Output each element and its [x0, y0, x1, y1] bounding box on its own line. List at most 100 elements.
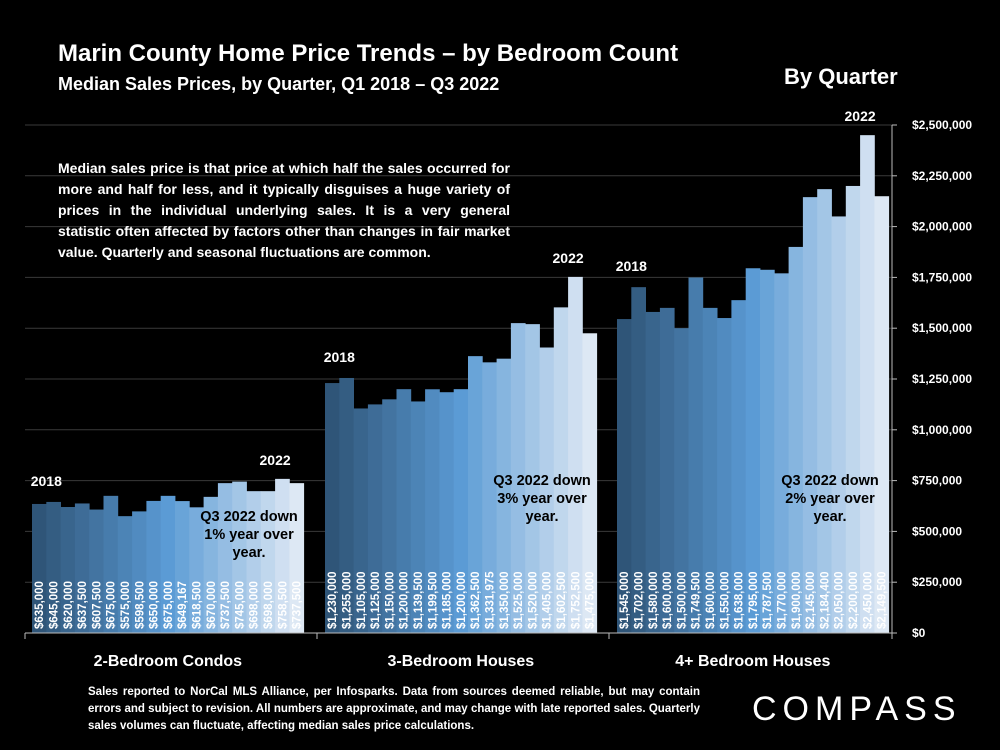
bar: [217, 483, 233, 633]
bar: [275, 478, 290, 633]
bar: [731, 300, 747, 633]
bar-value-label: $1,600,000: [705, 571, 717, 629]
chart-title: Marin County Home Price Trends – by Bedr…: [58, 40, 679, 67]
bar-value-label: $1,362,500: [470, 571, 482, 629]
bar-value-label: $1,520,000: [527, 571, 539, 629]
bar: [553, 307, 569, 633]
bar-value-label: $2,149,500: [877, 571, 889, 629]
chart-subtitle: Median Sales Prices, by Quarter, Q1 2018…: [58, 74, 500, 94]
bar-value-label: $650,000: [149, 581, 161, 629]
bar-value-label: $1,125,000: [370, 571, 382, 629]
bar-value-label: $1,545,000: [619, 571, 631, 629]
bar-value-label: $1,331,975: [484, 571, 496, 629]
bar-value-label: $1,550,000: [719, 571, 731, 629]
bar-value-label: $698,000: [249, 581, 261, 629]
y-tick-label: $500,000: [912, 524, 962, 538]
y-tick-label: $1,000,000: [912, 423, 972, 437]
bar: [325, 383, 340, 633]
y-axis: $0 $250,000 $500,000 $750,000 $1,000,000 $1,2…: [891, 118, 972, 640]
period-badge: By Quarter: [784, 64, 898, 89]
y-tick-label: $0: [912, 626, 926, 640]
bar: [203, 496, 219, 633]
bar-value-label: $620,000: [63, 581, 75, 629]
bar-value-label: $637,500: [77, 581, 89, 629]
bar: [353, 408, 369, 633]
yoy-annotation-line: Q3 2022 down: [493, 473, 591, 489]
bar: [745, 268, 761, 633]
bar: [382, 399, 397, 633]
yoy-annotation-line: 3% year over: [497, 491, 587, 507]
bar: [289, 483, 305, 633]
bars: [32, 135, 890, 634]
y-tick-label: $2,500,000: [912, 118, 972, 132]
y-tick-label: $1,250,000: [912, 372, 972, 386]
bar-value-label: $2,200,000: [848, 571, 860, 629]
bar-value-label: $649,167: [177, 581, 189, 629]
bar: [103, 495, 119, 633]
bar-value-label: $2,450,000: [862, 571, 874, 629]
bar-value-label: $1,405,000: [542, 571, 554, 629]
bar-value-label: $758,500: [277, 581, 289, 629]
bar: [60, 507, 76, 633]
bar: [525, 324, 540, 633]
year-end-label: 2022: [553, 250, 584, 266]
bar: [760, 269, 775, 633]
bar-value-label: $1,200,000: [399, 571, 411, 629]
year-start-label: 2018: [31, 473, 62, 489]
compass-logo: COMPASS: [752, 690, 962, 728]
bar-value-label: $1,475,000: [585, 571, 597, 629]
bar-value-label: $575,000: [120, 581, 132, 629]
y-tick-label: $2,000,000: [912, 220, 972, 234]
bar-value-label: $1,139,500: [413, 571, 425, 629]
x-axis: 2-Bedroom Condos 3-Bedroom Houses 4+ Bedro…: [24, 632, 893, 670]
bar: [396, 389, 412, 633]
yoy-annotation-line: year.: [813, 509, 846, 525]
bar-value-label: $1,749,500: [691, 571, 703, 629]
bar-value-label: $1,795,000: [748, 571, 760, 629]
bar-value-label: $1,255,000: [341, 571, 353, 629]
bar: [482, 362, 497, 633]
bar-value-label: $645,000: [48, 581, 60, 629]
bar-value-label: $2,145,000: [805, 571, 817, 629]
category-label: 2-Bedroom Condos: [94, 653, 243, 670]
bar-value-label: $1,787,500: [762, 571, 774, 629]
yoy-annotation-line: year.: [232, 545, 265, 561]
y-tick-label: $1,750,000: [912, 270, 972, 284]
bar: [89, 509, 104, 633]
bar: [659, 307, 675, 633]
y-tick-label: $2,250,000: [912, 169, 972, 183]
yoy-annotation-line: Q3 2022 down: [200, 509, 298, 525]
bar-value-label: $1,105,000: [356, 571, 368, 629]
year-start-label: 2018: [324, 349, 355, 365]
bar: [702, 307, 718, 633]
year-start-label: 2018: [616, 258, 647, 274]
bar-value-label: $1,230,000: [327, 571, 339, 629]
bar-value-label: $1,150,000: [384, 571, 396, 629]
bar-value-label: $737,500: [292, 581, 304, 629]
bar-value-label: $1,638,000: [734, 571, 746, 629]
bar: [845, 185, 861, 633]
bar-value-label: $598,500: [134, 581, 146, 629]
bar: [425, 389, 440, 633]
bar: [246, 491, 262, 633]
bar-value-label: $2,184,400: [819, 571, 831, 629]
bar-value-label: $1,525,000: [513, 571, 525, 629]
bar: [232, 481, 247, 633]
bar-value-label: $675,000: [163, 581, 175, 629]
bar: [410, 401, 426, 633]
year-end-label: 2022: [845, 108, 876, 124]
bar: [160, 495, 176, 633]
bar-value-label: $635,000: [34, 581, 46, 629]
bar: [817, 189, 832, 633]
bar: [339, 377, 354, 633]
bar-value-label: $698,000: [263, 581, 275, 629]
bar-value-label: $1,350,000: [499, 571, 511, 629]
bar-value-label: $1,752,500: [570, 571, 582, 629]
bar: [510, 323, 526, 633]
bar: [688, 277, 704, 633]
bar: [132, 511, 147, 633]
bar: [46, 501, 61, 633]
bar-value-label: $1,500,000: [676, 571, 688, 629]
y-tick-label: $750,000: [912, 474, 962, 488]
